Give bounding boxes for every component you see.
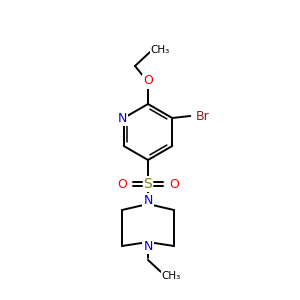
Text: N: N (143, 194, 153, 206)
Text: O: O (169, 178, 179, 190)
Text: N: N (118, 112, 128, 124)
Text: CH₃: CH₃ (150, 45, 170, 55)
Text: N: N (143, 239, 153, 253)
Text: O: O (117, 178, 127, 190)
Text: Br: Br (195, 110, 209, 122)
Text: O: O (143, 74, 153, 88)
Text: S: S (144, 177, 152, 191)
Text: CH₃: CH₃ (161, 271, 181, 281)
